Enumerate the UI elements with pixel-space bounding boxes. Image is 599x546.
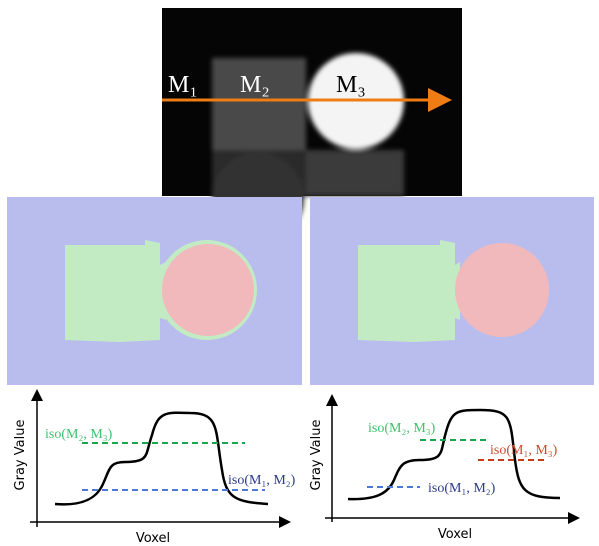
material-label: M₁ — [168, 72, 198, 98]
iso-label: iso(M₁, M₂) — [428, 481, 496, 496]
iso-label: iso(M₁, M₂) — [228, 473, 296, 488]
material-label: M₃ — [336, 72, 366, 98]
profile-plot-left: iso(M₂, M₃) iso(M₁, M₂) Gray Value Voxel — [13, 392, 296, 546]
axis-label: Gray Value — [13, 420, 28, 491]
iso-label: iso(M₁, M₃) — [490, 443, 558, 458]
axis-label: Voxel — [136, 531, 170, 546]
segmentation-right — [310, 197, 594, 385]
page: M₁ M₂ M₃ iso(M₂, M₃) iso(M₁, M₂) Gray Va… — [0, 0, 599, 546]
iso-label: iso(M₂, M₃) — [368, 421, 436, 436]
material-label: M₂ — [240, 72, 270, 98]
segmentation-left — [7, 197, 302, 385]
axis-label: Voxel — [438, 527, 472, 542]
figure: M₁ M₂ M₃ iso(M₂, M₃) iso(M₁, M₂) Gray Va… — [0, 0, 599, 546]
axis-label: Gray Value — [309, 420, 324, 491]
iso-label: iso(M₂, M₃) — [45, 427, 113, 442]
profile-plot-right: iso(M₂, M₃) iso(M₁, M₃) iso(M₁, M₂) Gray… — [309, 397, 577, 542]
